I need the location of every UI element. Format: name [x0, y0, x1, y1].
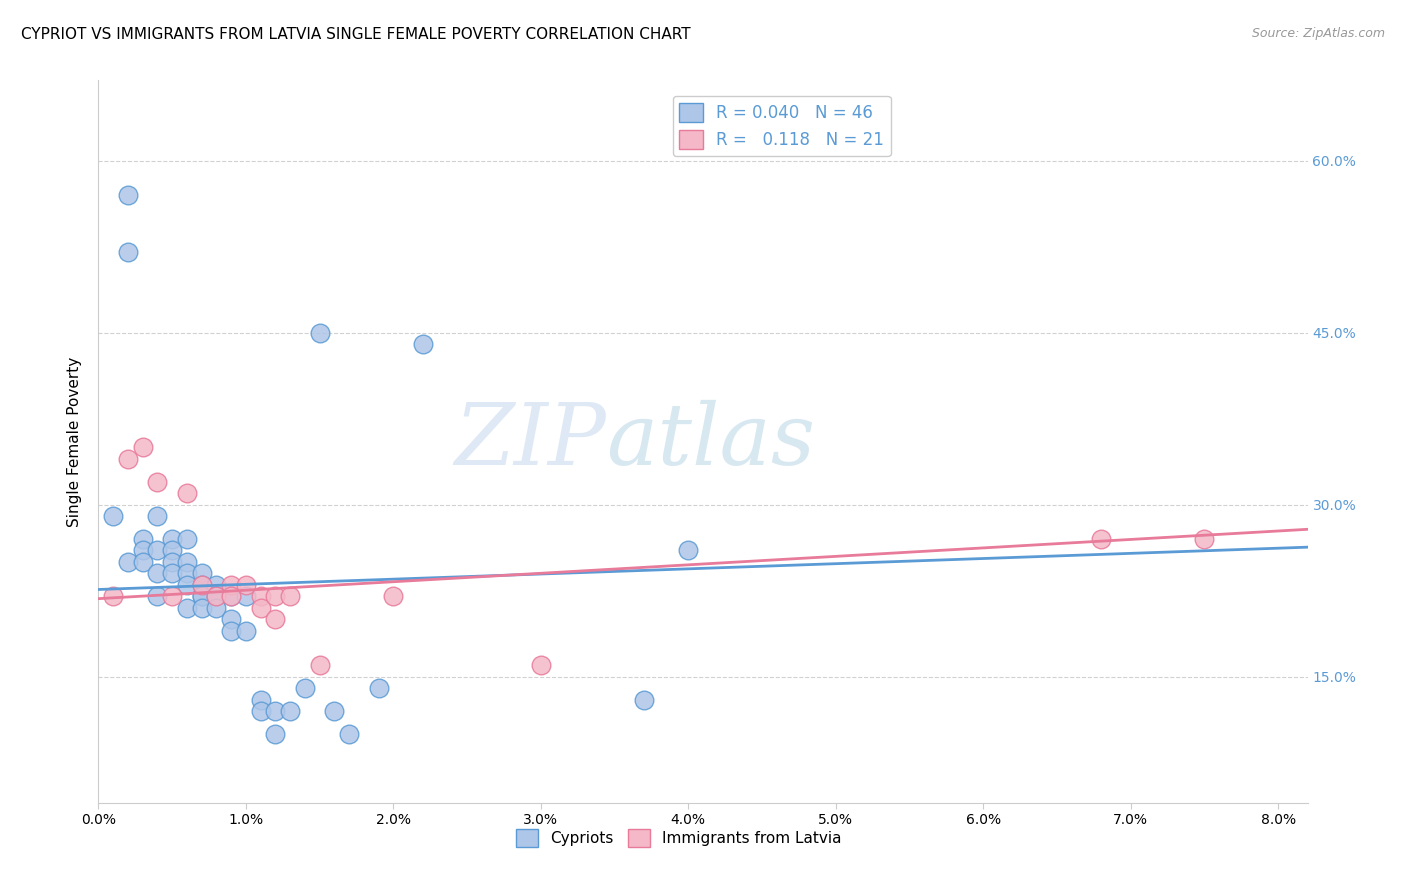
- Point: [205, 578, 228, 592]
- Point: [146, 475, 169, 489]
- Text: ZIP: ZIP: [454, 401, 606, 483]
- Point: [278, 704, 301, 718]
- Point: [235, 590, 257, 604]
- Point: [146, 590, 169, 604]
- Point: [176, 486, 198, 500]
- Point: [176, 566, 198, 581]
- Point: [176, 555, 198, 569]
- Text: Source: ZipAtlas.com: Source: ZipAtlas.com: [1251, 27, 1385, 40]
- Point: [235, 624, 257, 638]
- Point: [205, 590, 228, 604]
- Point: [1090, 532, 1112, 546]
- Point: [337, 727, 360, 741]
- Point: [264, 704, 287, 718]
- Point: [160, 555, 183, 569]
- Point: [264, 727, 287, 741]
- Point: [633, 692, 655, 706]
- Point: [219, 624, 242, 638]
- Point: [176, 578, 198, 592]
- Point: [264, 590, 287, 604]
- Point: [101, 590, 124, 604]
- Point: [160, 590, 183, 604]
- Point: [294, 681, 316, 695]
- Point: [146, 566, 169, 581]
- Point: [176, 532, 198, 546]
- Point: [412, 337, 434, 351]
- Point: [219, 590, 242, 604]
- Point: [530, 658, 553, 673]
- Point: [249, 590, 271, 604]
- Point: [131, 440, 153, 454]
- Point: [382, 590, 405, 604]
- Point: [146, 543, 169, 558]
- Point: [117, 188, 139, 202]
- Legend: Cypriots, Immigrants from Latvia: Cypriots, Immigrants from Latvia: [510, 823, 848, 853]
- Point: [101, 509, 124, 524]
- Point: [249, 692, 271, 706]
- Point: [117, 451, 139, 466]
- Point: [264, 612, 287, 626]
- Point: [367, 681, 389, 695]
- Point: [131, 532, 153, 546]
- Point: [146, 509, 169, 524]
- Point: [190, 578, 212, 592]
- Point: [190, 600, 212, 615]
- Point: [190, 590, 212, 604]
- Point: [190, 566, 212, 581]
- Point: [678, 543, 700, 558]
- Point: [249, 600, 271, 615]
- Point: [308, 326, 330, 340]
- Point: [160, 566, 183, 581]
- Text: atlas: atlas: [606, 401, 815, 483]
- Point: [1194, 532, 1216, 546]
- Text: CYPRIOT VS IMMIGRANTS FROM LATVIA SINGLE FEMALE POVERTY CORRELATION CHART: CYPRIOT VS IMMIGRANTS FROM LATVIA SINGLE…: [21, 27, 690, 42]
- Point: [219, 590, 242, 604]
- Point: [131, 543, 153, 558]
- Point: [117, 555, 139, 569]
- Point: [278, 590, 301, 604]
- Point: [219, 612, 242, 626]
- Point: [323, 704, 346, 718]
- Point: [205, 590, 228, 604]
- Point: [160, 543, 183, 558]
- Point: [160, 532, 183, 546]
- Point: [176, 600, 198, 615]
- Point: [190, 590, 212, 604]
- Y-axis label: Single Female Poverty: Single Female Poverty: [67, 357, 83, 526]
- Point: [235, 578, 257, 592]
- Point: [205, 600, 228, 615]
- Point: [308, 658, 330, 673]
- Point: [219, 578, 242, 592]
- Point: [249, 704, 271, 718]
- Point: [131, 555, 153, 569]
- Point: [190, 578, 212, 592]
- Point: [117, 245, 139, 260]
